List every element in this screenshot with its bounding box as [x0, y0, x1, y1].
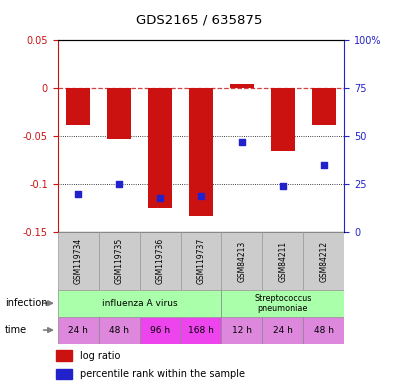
Point	[157, 195, 163, 201]
Text: 24 h: 24 h	[68, 326, 88, 335]
Text: GSM119736: GSM119736	[156, 238, 164, 284]
Bar	[189, 88, 213, 216]
Bar	[140, 232, 181, 290]
Text: 48 h: 48 h	[314, 326, 334, 335]
Bar	[56, 369, 72, 379]
Point	[75, 191, 81, 197]
Text: percentile rank within the sample: percentile rank within the sample	[80, 369, 245, 379]
Bar	[56, 350, 72, 361]
Bar	[107, 88, 131, 139]
Text: influenza A virus: influenza A virus	[102, 299, 178, 308]
Text: GDS2165 / 635875: GDS2165 / 635875	[136, 13, 262, 26]
Bar	[148, 88, 172, 208]
Text: 96 h: 96 h	[150, 326, 170, 335]
Bar	[221, 232, 262, 290]
Text: 12 h: 12 h	[232, 326, 252, 335]
Bar	[99, 232, 140, 290]
Text: Streptococcus
pneumoniae: Streptococcus pneumoniae	[254, 294, 312, 313]
Bar	[303, 232, 344, 290]
Bar	[58, 317, 99, 344]
Text: log ratio: log ratio	[80, 351, 120, 361]
Bar	[262, 317, 303, 344]
Bar	[221, 317, 262, 344]
Text: time: time	[5, 325, 27, 335]
Bar	[221, 290, 344, 317]
Bar	[66, 88, 90, 125]
Text: 48 h: 48 h	[109, 326, 129, 335]
Text: 168 h: 168 h	[188, 326, 214, 335]
Bar	[230, 84, 254, 88]
Text: 24 h: 24 h	[273, 326, 293, 335]
Point	[239, 139, 245, 145]
Point	[116, 181, 122, 187]
Bar	[181, 232, 221, 290]
Text: GSM84212: GSM84212	[319, 240, 328, 282]
Text: GSM119737: GSM119737	[197, 238, 205, 284]
Bar	[181, 317, 221, 344]
Bar	[312, 88, 336, 125]
Point	[198, 193, 204, 199]
Bar	[271, 88, 295, 151]
Text: GSM84213: GSM84213	[238, 240, 246, 282]
Bar	[58, 290, 221, 317]
Bar	[99, 317, 140, 344]
Text: GSM119735: GSM119735	[115, 238, 124, 284]
Text: infection: infection	[5, 298, 48, 308]
Bar	[303, 317, 344, 344]
Point	[321, 162, 327, 168]
Point	[280, 183, 286, 189]
Text: GSM84211: GSM84211	[278, 240, 287, 282]
Bar	[140, 317, 181, 344]
Text: GSM119734: GSM119734	[74, 238, 83, 284]
Bar	[262, 232, 303, 290]
Bar	[58, 232, 99, 290]
